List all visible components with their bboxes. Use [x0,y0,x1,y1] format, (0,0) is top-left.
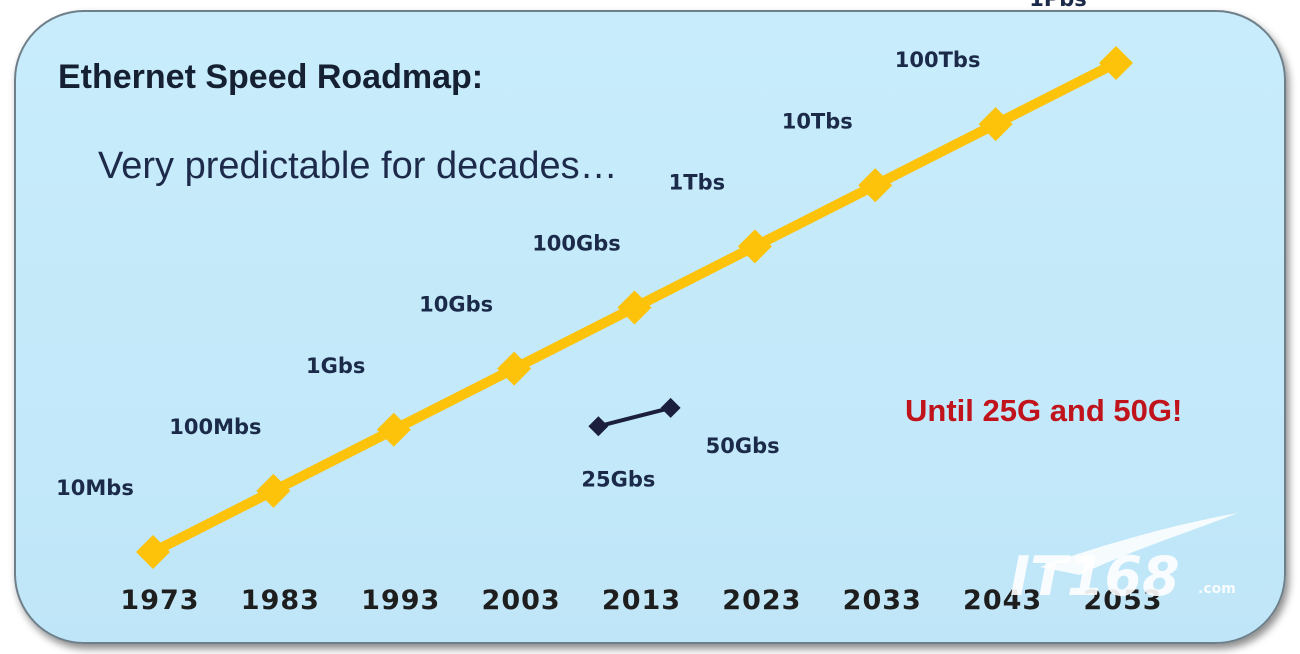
data-point-10mbs [136,535,170,569]
data-label-1pbs: 1Pbs [1029,0,1087,11]
data-label-100tbs: 100Tbs [895,48,981,72]
data-point-1gbs [376,412,411,447]
x-tick-2023: 2023 [722,585,801,616]
series-branch-line: 25Gbs 50Gbs [581,397,780,491]
logo-suffix-text: .com [1198,581,1236,597]
data-label-10mbs: 10Mbs [56,476,134,500]
data-label-100mbs: 100Mbs [169,415,261,439]
data-label-1tbs: 1Tbs [669,170,725,194]
series-main-line: 10Mbs 100Mbs 1Gbs 10Gbs 100Gbs 1Tbs 10Tbs 100Tb… [56,0,1133,569]
x-tick-1973: 1973 [120,585,199,616]
data-label-100gbs: 100Gbs [532,232,621,256]
chart-title: Ethernet Speed Roadmap: [58,58,484,96]
data-point-10tbs [858,168,893,203]
data-label-25gbs: 25Gbs [581,467,655,491]
data-point-25gbs [588,416,609,437]
data-point-100tbs [978,107,1013,142]
data-label-1gbs: 1Gbs [306,354,365,378]
branch-series-line [596,405,673,429]
data-label-10gbs: 10Gbs [419,293,493,317]
data-point-1pbs [1099,46,1133,80]
x-axis-ticks: 1973 1983 1993 2003 2013 2023 2033 2043 2053 [120,585,1162,616]
x-tick-2003: 2003 [482,585,561,616]
data-label-50gbs: 50Gbs [706,434,780,458]
data-point-100gbs [617,290,652,325]
data-label-10tbs: 10Tbs [782,109,853,133]
x-tick-2053: 2053 [1083,585,1162,616]
data-point-10gbs [497,351,532,386]
logo-main-text: IT168 [1010,545,1180,608]
data-point-50gbs [660,397,681,418]
x-tick-1993: 1993 [361,585,440,616]
x-tick-2013: 2013 [602,585,681,616]
it168-logo: IT168 .com [1010,513,1238,608]
x-tick-2043: 2043 [963,585,1042,616]
x-tick-1983: 1983 [241,585,320,616]
data-point-100mbs [256,473,291,508]
chart-panel [14,10,1286,644]
chart-subtitle: Very predictable for decades… [98,145,618,187]
data-point-1tbs [737,229,772,264]
x-tick-2033: 2033 [843,585,922,616]
callout-text: Until 25G and 50G! [905,393,1183,428]
